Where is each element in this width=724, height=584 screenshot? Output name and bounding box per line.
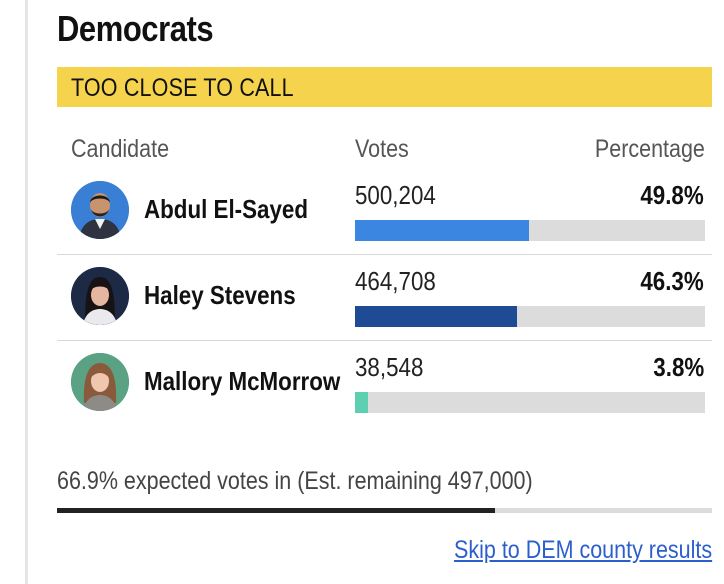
expected-votes-track (57, 508, 712, 513)
candidate-name: Haley Stevens (144, 280, 296, 310)
party-title: Democrats (57, 8, 214, 49)
vote-bar-track (355, 220, 705, 241)
candidate-name: Mallory McMorrow (144, 366, 341, 396)
vote-percentage: 46.3% (640, 266, 704, 296)
candidate-row: Haley Stevens 464,708 46.3% (57, 255, 712, 341)
candidate-avatar (71, 181, 129, 239)
candidate-avatar (71, 353, 129, 411)
expected-votes-text: 66.9% expected votes in (Est. remaining … (57, 467, 533, 495)
status-label: TOO CLOSE TO CALL (71, 74, 294, 102)
vote-bar-fill (355, 392, 369, 413)
vote-bar-track (355, 306, 705, 327)
candidate-row: Mallory McMorrow 38,548 3.8% (57, 341, 712, 427)
vote-bar-fill (355, 306, 518, 327)
left-divider (25, 0, 28, 584)
vote-count: 500,204 (355, 180, 436, 210)
vote-bar-fill (355, 220, 530, 241)
vote-percentage: 49.8% (640, 180, 704, 210)
candidate-avatar (71, 267, 129, 325)
candidate-row: Abdul El-Sayed 500,204 49.8% (57, 169, 712, 255)
status-banner: TOO CLOSE TO CALL (57, 67, 712, 107)
expected-votes-fill (57, 508, 496, 513)
vote-count: 464,708 (355, 266, 436, 296)
vote-count: 38,548 (355, 352, 424, 382)
vote-bar-track (355, 392, 705, 413)
column-header-votes: Votes (355, 135, 409, 163)
column-header-candidate: Candidate (71, 135, 170, 163)
candidate-name: Abdul El-Sayed (144, 194, 309, 224)
county-results-link[interactable]: Skip to DEM county results (453, 536, 712, 564)
row-divider (57, 254, 712, 255)
vote-percentage: 3.8% (653, 352, 704, 382)
row-divider (57, 340, 712, 341)
column-header-percentage: Percentage (595, 135, 705, 163)
